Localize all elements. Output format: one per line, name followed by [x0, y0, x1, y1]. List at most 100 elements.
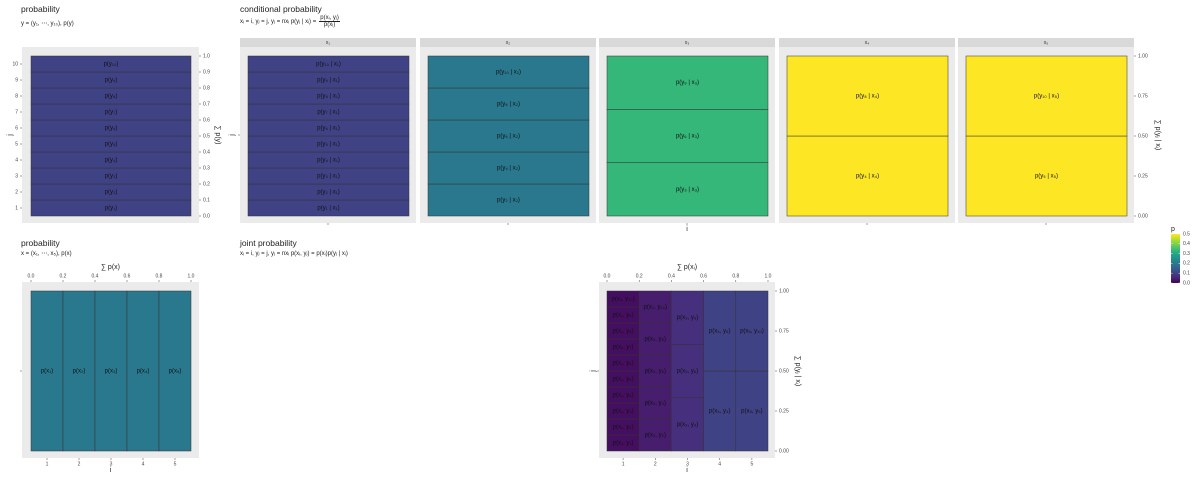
cell-label: p(y₇): [105, 110, 117, 116]
cell-label: p(y₆ | x₁): [317, 126, 340, 132]
facet-strip-label: x₃: [685, 40, 690, 46]
x-axis-title: i: [110, 467, 112, 474]
cell-label: p(x₃): [105, 369, 118, 375]
sec-tick-label: 0.0: [203, 213, 210, 219]
cell: [427, 151, 590, 185]
facet-strip-label: x₁: [326, 40, 331, 46]
sec-tick-label: 0.25: [779, 408, 789, 414]
top-axis-title: ∑ p(x): [101, 264, 120, 271]
y-tick-label: 1: [15, 205, 18, 211]
top-tick-label: 0.6: [700, 273, 707, 279]
legend-title: p: [1171, 226, 1175, 233]
top-tick-label: 0.8: [732, 273, 739, 279]
top-tick-label: 0.2: [636, 273, 643, 279]
x-tick-label: 3: [686, 461, 689, 467]
x-tick-label: 5: [174, 461, 177, 467]
cell: [427, 183, 590, 217]
y-tick-label: 2: [15, 189, 18, 195]
cell: [965, 135, 1128, 217]
x-tick-label: 4: [718, 461, 721, 467]
cell-label: p(y₆ | x₂): [497, 134, 520, 140]
cell-label: p(y₈): [105, 94, 118, 100]
sec-tick-label: 0.75: [779, 328, 789, 334]
legend-colorbar: [1171, 234, 1180, 283]
top-tick-label: 0.4: [92, 273, 99, 279]
cell-label: p(x₂): [73, 369, 86, 375]
x-axis-title: i: [686, 226, 688, 233]
y-tick-label: 4: [15, 157, 18, 163]
x-tick-label: 1: [46, 461, 49, 467]
cell-label: p(y₈ | x₄): [856, 94, 879, 100]
top-tick-label: 0.0: [28, 273, 35, 279]
cell: [126, 290, 160, 452]
cell-label: p(y₄ | x₂): [497, 166, 520, 172]
cell-label: p(y₈ | x₂): [497, 102, 520, 108]
cell-label: p(y₂): [105, 190, 118, 196]
cell-label: p(y₃): [105, 174, 118, 180]
cell-label: p(x₁, y₆): [613, 361, 634, 367]
cell-label: p(x₅, y₅): [741, 409, 763, 415]
y-tick-label: 8: [15, 93, 18, 99]
cell-label: p(y₄ | x₄): [856, 174, 879, 180]
cell-label: p(y₁₀ | x₅): [1034, 94, 1059, 100]
cell-label: p(y₁₀): [104, 62, 119, 68]
facet-strip-label: x₄: [865, 40, 870, 46]
cell-label: p(x₃, y₆): [677, 369, 699, 375]
x-axis-title: i: [686, 467, 688, 474]
sec-tick-label: 1.00: [779, 288, 789, 294]
legend-tick-label: 0.2: [1183, 261, 1190, 267]
top-right-subtitle-lhs: xᵢ = i, yⱼ = j, yⱼ = nxᵢ p(yⱼ | xᵢ) =: [240, 18, 317, 25]
top-left-subtitle: y = (y₁, ⋯, y₁₀), p(y): [21, 21, 74, 27]
sec-tick-label: 0.25: [1138, 173, 1148, 179]
sec-axis-title: ∑ p(yⱼ | xᵢ): [1154, 120, 1161, 151]
legend-tick-label: 0.4: [1183, 241, 1190, 247]
top-right-subtitle: xᵢ = i, yⱼ = j, yⱼ = nxᵢ p(yⱼ | xᵢ) = p(…: [240, 14, 340, 28]
cell-label: p(y₂ | x₂): [497, 198, 520, 204]
cell-label: p(y₁₀ | x₂): [496, 70, 521, 76]
y-tick-label: 5: [15, 141, 18, 147]
cell: [606, 162, 769, 217]
cell-label: p(x₂, y₈): [645, 337, 666, 343]
cell-label: p(y₅): [105, 142, 118, 148]
cell-label: p(y₁₀ | x₁): [316, 62, 341, 68]
top-tick-label: 1.0: [188, 273, 195, 279]
top-right-title: conditional probability: [240, 4, 322, 14]
top-right-subtitle-numerator: p(xᵢ, yⱼ): [319, 15, 340, 22]
cell-label: p(y₉): [105, 78, 118, 84]
cell: [703, 370, 737, 452]
cell-label: p(x₂, y₁₀): [644, 305, 668, 311]
cell-label: p(x₅, y₁₀): [740, 329, 764, 335]
sec-tick-label: 0.6: [203, 117, 210, 123]
facet-strip-label: x₂: [506, 40, 511, 46]
x-tick-label: 5: [751, 461, 754, 467]
y-tick-label: 3: [15, 173, 18, 179]
sec-tick-label: 0.7: [203, 101, 210, 107]
sec-tick-label: 0.5: [203, 133, 210, 139]
cell: [30, 55, 192, 73]
cell-label: p(y₉ | x₁): [317, 78, 340, 84]
cell: [638, 418, 672, 452]
cell: [786, 135, 949, 217]
sec-tick-label: 0.4: [203, 149, 210, 155]
cell-label: p(x₄): [137, 369, 150, 375]
x-tick-label: 1: [622, 461, 625, 467]
sec-tick-label: 0.1: [203, 197, 210, 203]
bottom-right-title: joint probability: [240, 238, 297, 248]
cell: [427, 55, 590, 89]
sec-tick-label: 0.9: [203, 69, 210, 75]
sec-tick-label: 0.00: [1138, 213, 1148, 219]
top-tick-label: 0.8: [156, 273, 163, 279]
sec-tick-label: 0.8: [203, 85, 210, 91]
x-tick-label: 2: [78, 461, 81, 467]
y-tick-label: 9: [15, 77, 18, 83]
facet-strip: [420, 38, 596, 47]
cell-label: p(x₁): [41, 369, 53, 375]
cell-label: p(y₃ | x₁): [317, 174, 340, 180]
sec-tick-label: 0.2: [203, 181, 210, 187]
top-tick-label: 0.6: [124, 273, 131, 279]
cell-label: p(y₉ | x₃): [676, 80, 699, 86]
cell: [427, 87, 590, 121]
cell-label: p(y₈ | x₁): [317, 94, 340, 100]
cell-label: p(x₃, y₃): [677, 422, 699, 428]
sec-tick-label: 1.00: [1138, 53, 1148, 59]
